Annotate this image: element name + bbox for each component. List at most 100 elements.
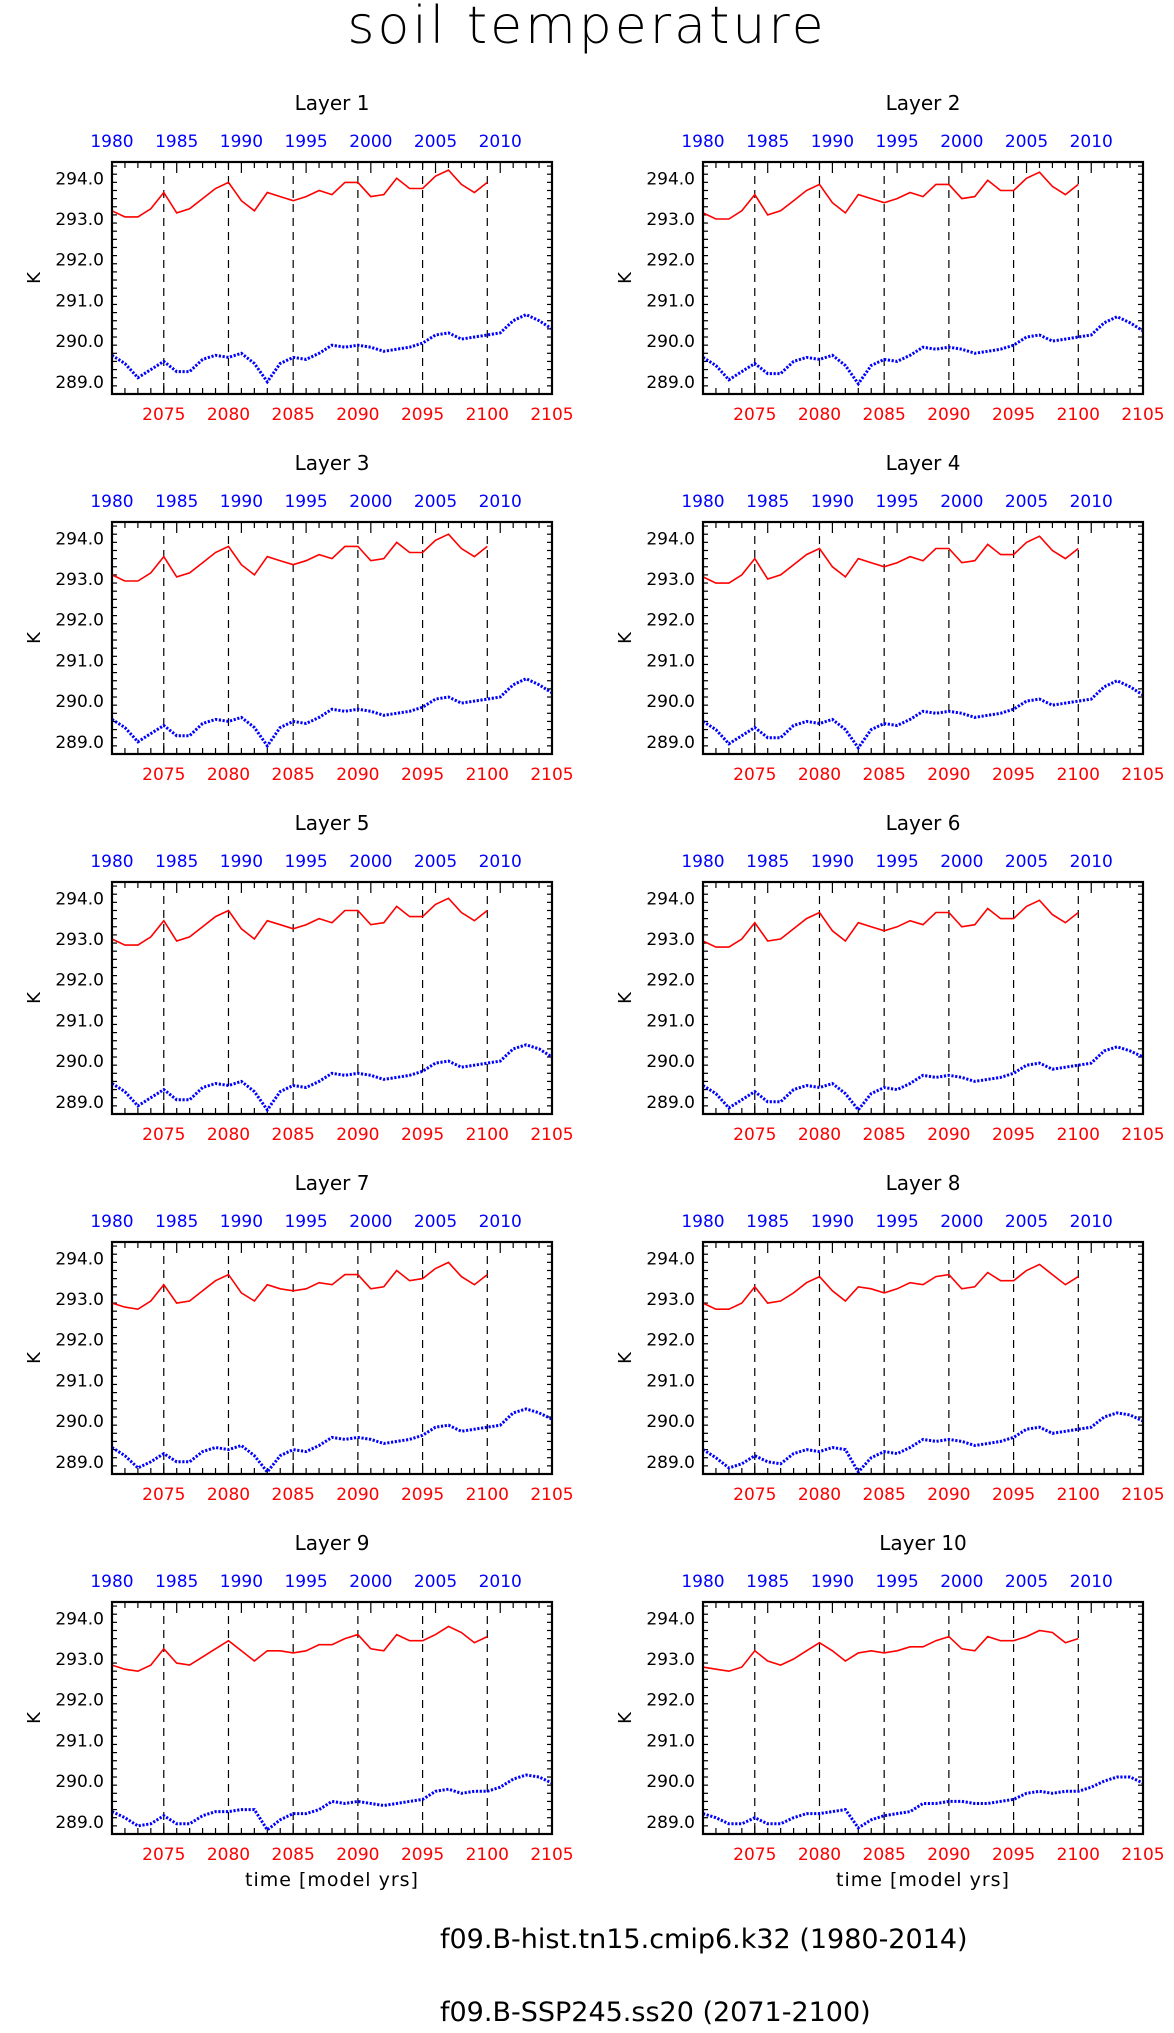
y-tick-label: 294.0: [55, 1609, 104, 1629]
panel-layer-3: Layer 3 2075 2080 2085 2090 2095 2100 2105 1980 1…: [24, 451, 574, 785]
y-tick-label: 292.0: [55, 971, 104, 991]
y-tick-label: 292.0: [55, 1331, 104, 1351]
x-tick-label-bottom: 2085: [863, 765, 906, 785]
series-ssp-line: [111, 169, 488, 218]
x-tick-label-bottom: 2075: [142, 765, 185, 785]
y-tick-label: 292.0: [55, 1691, 104, 1711]
y-tick-label: 289.0: [55, 373, 104, 393]
panel-layer-5: Layer 5 2075 2080 2085 2090 2095 2100 2105 1980 1…: [24, 811, 574, 1145]
panel-title: Layer 9: [295, 1531, 370, 1555]
y-axis-label: K: [615, 631, 636, 644]
x-tick-label-top: 2000: [349, 852, 392, 872]
plot-frame: [701, 1240, 1145, 1476]
x-tick-label-top: 1990: [220, 852, 263, 872]
series-ssp-line: [702, 535, 1079, 584]
y-tick-label: 289.0: [646, 733, 695, 753]
y-tick-label: 289.0: [646, 1093, 695, 1113]
y-tick-label: 292.0: [646, 971, 695, 991]
x-tick-label-top: 2010: [479, 492, 522, 512]
series-ssp-line: [702, 1263, 1079, 1310]
x-tick-label-top: 1980: [681, 132, 724, 152]
x-tick-label-bottom: 2075: [733, 405, 776, 425]
x-tick-label-bottom: 2100: [1057, 1845, 1100, 1865]
x-tick-label-bottom: 2085: [863, 405, 906, 425]
x-tick-label-bottom: 2090: [927, 1485, 970, 1505]
x-tick-label-top: 2000: [349, 1572, 392, 1592]
x-tick-label-top: 2000: [940, 132, 983, 152]
y-tick-label: 293.0: [55, 1650, 104, 1670]
x-tick-label-bottom: 2075: [142, 1845, 185, 1865]
series-ssp-line: [111, 897, 488, 946]
x-tick-label-bottom: 2105: [1121, 405, 1164, 425]
series-hist-line: [702, 1775, 1144, 1830]
panel-layer-8: Layer 8 2075 2080 2085 2090 2095 2100 2105 1980 1…: [615, 1171, 1165, 1505]
x-tick-label-top: 2005: [414, 1572, 457, 1592]
y-tick-label: 289.0: [646, 1453, 695, 1473]
x-tick-label-top: 1995: [284, 1572, 327, 1592]
x-tick-label-top: 2005: [1005, 132, 1048, 152]
x-tick-label-bottom: 2100: [1057, 1485, 1100, 1505]
x-tick-label-top: 2005: [414, 492, 457, 512]
x-tick-label-bottom: 2090: [927, 1845, 970, 1865]
x-tick-label-bottom: 2080: [798, 765, 841, 785]
x-tick-label-top: 1985: [746, 492, 789, 512]
legend-label-hist: f09.B-hist.tn15.cmip6.k32 (1980-2014): [440, 1924, 968, 1955]
x-tick-label-top: 1995: [284, 852, 327, 872]
x-tick-label-bottom: 2085: [272, 1485, 315, 1505]
y-tick-label: 290.0: [55, 692, 104, 712]
y-axis-label: K: [24, 1351, 45, 1364]
x-tick-label-bottom: 2095: [401, 1485, 444, 1505]
x-tick-label-top: 2010: [1070, 852, 1113, 872]
x-tick-label-bottom: 2100: [1057, 765, 1100, 785]
x-tick-label-top: 1990: [220, 132, 263, 152]
panel-title: Layer 4: [886, 451, 961, 475]
y-tick-label: 293.0: [646, 1290, 695, 1310]
x-tick-label-bottom: 2085: [863, 1845, 906, 1865]
y-axis-label: K: [24, 991, 45, 1004]
series-ssp-line: [111, 533, 488, 582]
series-hist-line: [702, 1045, 1144, 1113]
x-tick-label-top: 2005: [414, 1212, 457, 1232]
series-ssp-line: [111, 1261, 488, 1311]
y-tick-label: 290.0: [646, 1412, 695, 1432]
y-tick-label: 294.0: [646, 1249, 695, 1269]
y-tick-label: 293.0: [646, 570, 695, 590]
y-tick-label: 294.0: [646, 1609, 695, 1629]
x-tick-label-bottom: 2105: [1121, 1485, 1164, 1505]
x-tick-label-top: 1995: [284, 492, 327, 512]
y-axis-label: K: [24, 271, 45, 284]
x-tick-label-bottom: 2090: [336, 1845, 379, 1865]
y-axis-label: K: [615, 1351, 636, 1364]
panel-title: Layer 5: [295, 811, 370, 835]
series-hist-line: [111, 1407, 553, 1475]
x-tick-label-top: 1980: [90, 1572, 133, 1592]
y-tick-label: 291.0: [646, 1371, 695, 1391]
y-tick-label: 293.0: [55, 930, 104, 950]
y-axis-label: K: [24, 631, 45, 644]
x-tick-label-bottom: 2105: [530, 1845, 573, 1865]
x-axis-label: time [model yrs]: [245, 1869, 419, 1891]
x-tick-label-top: 2005: [1005, 1212, 1048, 1232]
y-tick-label: 290.0: [646, 1052, 695, 1072]
y-tick-label: 289.0: [55, 1453, 104, 1473]
x-tick-label-bottom: 2095: [401, 405, 444, 425]
panel-layer-2: Layer 2 2075 2080 2085 2090 2095 2100 2105 1980 1…: [615, 91, 1165, 425]
x-tick-label-top: 1985: [155, 1212, 198, 1232]
x-tick-label-bottom: 2080: [207, 405, 250, 425]
x-tick-label-bottom: 2085: [863, 1485, 906, 1505]
panel-title: Layer 7: [295, 1171, 370, 1195]
plot-frame: [110, 880, 554, 1116]
x-tick-label-top: 1980: [90, 492, 133, 512]
x-tick-label-bottom: 2100: [1057, 1125, 1100, 1145]
y-tick-label: 289.0: [646, 373, 695, 393]
panel-title: Layer 2: [886, 91, 961, 115]
panel-layer-7: Layer 7 2075 2080 2085 2090 2095 2100 2105 1980 1…: [24, 1171, 574, 1505]
x-tick-label-top: 1980: [90, 132, 133, 152]
x-tick-label-top: 2000: [349, 132, 392, 152]
x-tick-label-bottom: 2095: [401, 765, 444, 785]
x-tick-label-top: 1995: [875, 852, 918, 872]
panel-title: Layer 1: [295, 91, 370, 115]
panel-title: Layer 6: [886, 811, 961, 835]
x-tick-label-bottom: 2075: [733, 1125, 776, 1145]
